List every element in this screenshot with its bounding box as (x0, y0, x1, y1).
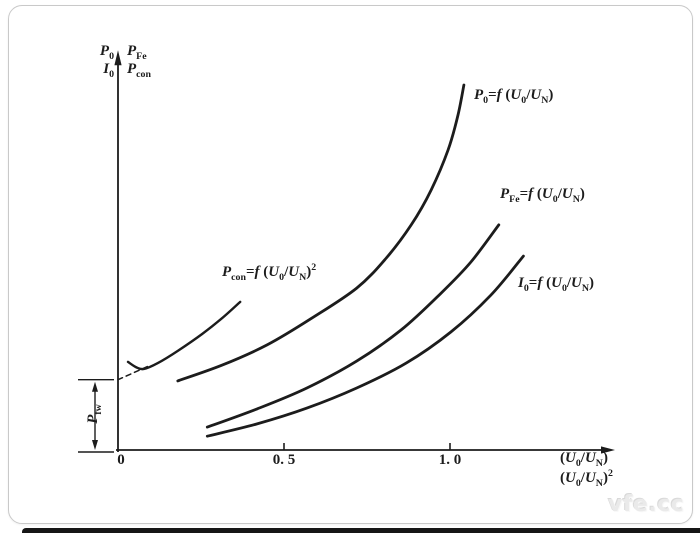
curve-p0 (176, 83, 466, 383)
x-tick-label-1-0: 1. 0 (438, 452, 462, 468)
x-axis-arrowhead (601, 446, 616, 454)
y-axis-label-pcon: Pcon (127, 61, 151, 80)
screenshot-bottom-edge (22, 528, 700, 533)
curve-pcon-extrapolation (117, 365, 150, 381)
curve-i0 (205, 254, 525, 438)
y-axis-labels-right: PFe Pcon (127, 42, 151, 80)
y-axis-label-pfe: PFe (127, 43, 147, 62)
pfw-label: Pfw (85, 404, 104, 424)
x-tick-label-0-5: 0. 5 (272, 452, 296, 468)
curve-label-p0: P0=f (U0/UN) (474, 87, 554, 106)
page-border (8, 5, 693, 524)
pfw-arrowhead-up (92, 381, 98, 392)
x-axis-unit-line2: (U0/UN)2 (560, 468, 613, 489)
curve-label-pfe: PFe=f (U0/UN) (500, 186, 585, 205)
curve-label-pcon: Pcon=f (U0/UN)2 (222, 262, 317, 283)
x-axis-unit-line1: (U0/UN) (560, 450, 608, 469)
y-axis-label-i0: I0 (103, 61, 114, 80)
x-tick-label-0: 0 (117, 452, 125, 468)
y-axis-labels-left: P0 I0 (68, 42, 114, 80)
pfw-arrowhead-down (92, 440, 98, 450)
y-axis-label-p0: P0 (99, 43, 114, 62)
x-axis-unit-labels: (U0/UN) (U0/UN)2 (560, 448, 613, 488)
curve-label-i0: I0=f (U0/UN) (518, 275, 595, 294)
curve-pcon (126, 300, 242, 371)
y-axis-arrowhead (114, 50, 122, 66)
watermark: vfe.cc (608, 492, 685, 517)
curve-pfe (205, 223, 501, 429)
